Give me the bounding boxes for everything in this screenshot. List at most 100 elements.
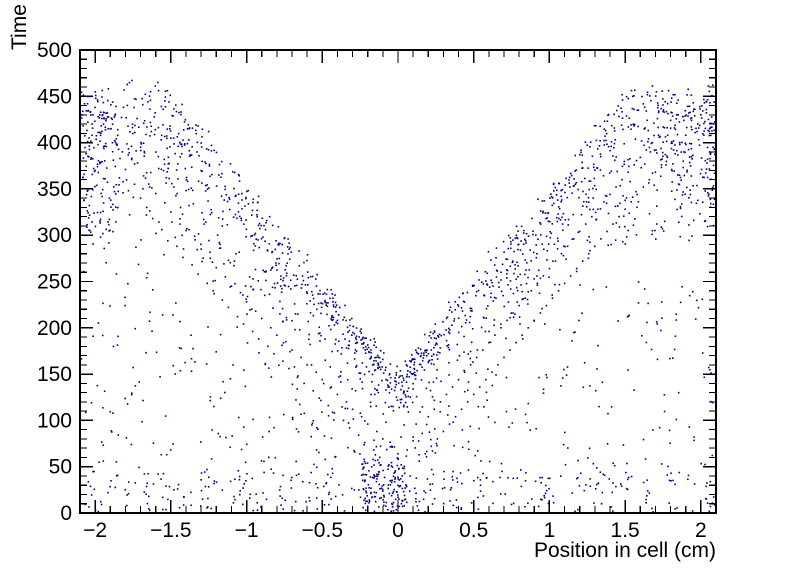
data-point <box>411 359 413 361</box>
data-point <box>656 323 659 325</box>
data-point <box>677 99 679 101</box>
data-point <box>711 186 714 189</box>
data-point <box>221 218 224 220</box>
data-point <box>303 412 306 415</box>
data-point <box>557 289 560 292</box>
data-point <box>662 141 665 143</box>
data-point <box>440 380 442 383</box>
data-point <box>137 263 140 266</box>
data-point <box>476 476 479 479</box>
data-point <box>255 238 258 241</box>
data-point <box>237 173 240 176</box>
data-point <box>181 213 184 215</box>
data-point <box>362 342 365 344</box>
data-point <box>468 321 471 324</box>
data-point <box>117 148 120 151</box>
data-point <box>431 503 434 505</box>
data-point <box>86 140 89 143</box>
data-point <box>369 476 372 478</box>
data-point <box>403 390 405 392</box>
data-point <box>372 476 374 479</box>
data-point <box>413 371 416 374</box>
data-point <box>645 149 648 151</box>
data-point <box>639 156 642 159</box>
data-point <box>705 168 708 170</box>
data-point <box>701 176 704 179</box>
data-point <box>167 239 169 242</box>
data-point <box>512 260 514 262</box>
data-point <box>500 271 502 274</box>
data-point <box>257 224 260 227</box>
data-point <box>485 317 488 319</box>
data-point <box>98 131 101 134</box>
data-point <box>710 178 712 181</box>
data-point <box>615 222 618 224</box>
data-point <box>669 127 672 129</box>
data-point <box>174 236 177 239</box>
data-point <box>607 145 610 148</box>
data-point <box>83 199 85 202</box>
data-point <box>483 294 485 296</box>
data-point <box>281 287 283 290</box>
data-point <box>421 406 424 408</box>
data-point <box>447 344 450 346</box>
data-point <box>96 384 99 387</box>
data-point <box>297 473 300 475</box>
data-point <box>192 202 195 205</box>
data-point <box>377 367 379 369</box>
data-point <box>282 360 284 362</box>
data-point <box>282 341 285 344</box>
data-point <box>307 320 310 323</box>
data-point <box>375 346 377 349</box>
data-point <box>190 357 193 360</box>
data-point <box>339 375 342 377</box>
data-point <box>99 111 102 113</box>
data-point <box>186 227 188 230</box>
data-point <box>475 294 477 297</box>
data-point <box>635 190 637 193</box>
data-point <box>280 285 282 287</box>
data-point <box>402 467 404 469</box>
data-point <box>174 104 177 106</box>
data-point <box>709 101 711 104</box>
data-point <box>108 218 111 221</box>
data-point <box>90 494 93 496</box>
data-point <box>390 465 393 467</box>
data-point <box>679 235 682 238</box>
data-point <box>337 314 340 316</box>
data-point <box>341 406 343 408</box>
data-point <box>665 110 668 113</box>
data-point <box>95 184 98 187</box>
data-point <box>148 95 151 97</box>
data-point <box>648 95 651 97</box>
data-point <box>127 148 130 150</box>
data-point <box>205 148 208 150</box>
data-point <box>454 301 457 303</box>
data-point <box>599 153 602 155</box>
data-point <box>566 245 569 248</box>
data-point <box>97 322 100 324</box>
data-point <box>678 141 681 144</box>
data-point <box>283 284 286 286</box>
data-point <box>241 207 243 210</box>
data-point <box>285 272 288 275</box>
data-point <box>115 474 118 477</box>
data-point <box>515 225 518 228</box>
data-point <box>346 378 349 381</box>
data-point <box>191 127 194 129</box>
data-point <box>124 397 126 400</box>
data-point <box>485 280 487 282</box>
data-point <box>641 95 643 98</box>
data-point <box>605 286 608 288</box>
data-point <box>165 182 167 184</box>
data-point <box>266 249 269 251</box>
data-point <box>673 127 676 129</box>
data-point <box>585 201 588 203</box>
data-point <box>127 492 130 495</box>
data-point <box>106 112 109 114</box>
data-point <box>651 507 653 510</box>
data-point <box>114 141 117 143</box>
data-point <box>177 132 180 135</box>
data-point <box>700 157 703 159</box>
data-point <box>104 178 106 180</box>
